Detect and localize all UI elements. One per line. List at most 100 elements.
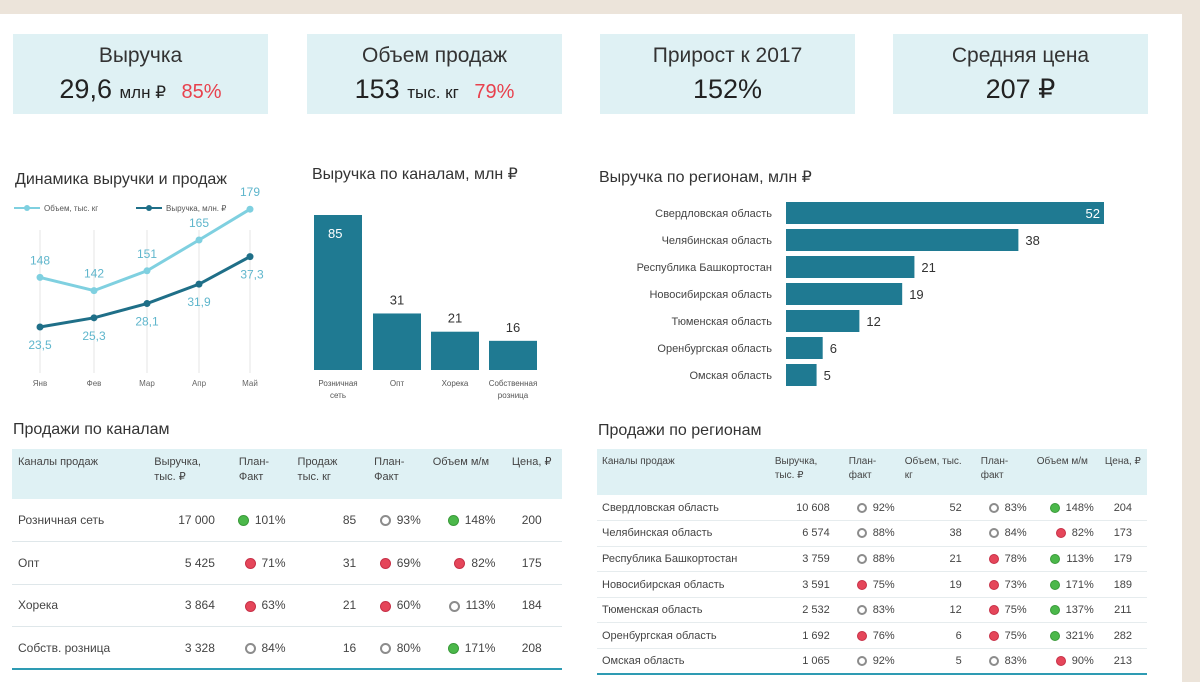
regions-table-body: Свердловская область 10 608 92% 52 83% 148% 20… [597,495,1147,676]
table-row: Оренбургская область 1 692 76% 6 75% 321% 282 [597,622,1147,650]
status-dot-green [237,515,249,527]
row-sales: 5 [899,648,967,676]
row-plan-fact: 88% [834,546,900,573]
bar-value-label: 38 [1025,233,1039,248]
revenue-data-label: 31,9 [187,295,211,309]
table-header-row: Каналы продаж Выручка, тыс. ₽ План-факт … [597,449,1147,495]
status-dot-grey [448,600,460,612]
row-plan-fact: 75% [834,571,900,598]
header-plan-fact: План-факт [834,449,900,495]
category-label: розница [498,391,529,400]
revenue-volume-line-chart: Объем, тыс. кг Выручка, млн. ₽ 148 142 151 16… [14,185,264,388]
revenue-data-label: 28,1 [135,315,159,329]
region-bar [786,256,915,278]
kpi-growth-value: 152% [692,74,763,104]
x-tick-label: Май [242,379,258,388]
channels-bar-chart: 85 31 21 16 Розничная сеть Опт Хорека Собственна… [314,215,537,400]
row-volume-mm: 148% [1031,495,1099,522]
line-legend: Объем, тыс. кг Выручка, млн. ₽ [14,204,226,213]
status-dot-red [988,554,999,565]
status-dot-grey [856,528,867,539]
row-price: 211 [1098,597,1147,624]
row-name: Розничная сеть [12,499,149,542]
row-volume-mm: 171% [1031,571,1099,598]
status-dot-red [1055,528,1066,539]
header-region: Каналы продаж [597,449,770,495]
table-row: Собств. розница 3 328 84% 16 80% 171% 208 [12,626,562,670]
row-plan-fact-2: 69% [362,541,427,585]
kpi-revenue-value: 29,6 [59,74,112,104]
kpi-revenue-pct: 85% [181,81,222,103]
header-revenue: Выручка, тыс. ₽ [769,449,835,495]
x-tick-label: Мар [139,379,155,388]
row-plan-fact-2: 83% [966,648,1032,676]
region-bar [786,310,860,332]
header-plan-fact-2: План-факт [966,449,1032,495]
status-dot-red [856,630,867,641]
table-row: Хорека 3 864 63% 21 60% 113% 184 [12,584,562,627]
row-volume-mm: 82% [426,541,502,585]
bar-value-label: 12 [866,314,880,329]
legend-revenue-label: Выручка, млн. ₽ [166,204,226,213]
status-dot-grey [856,656,867,667]
kpi-growth-title: Прирост к 2017 [652,44,803,67]
revenue-point [143,300,151,308]
volume-point [90,287,98,295]
line-chart-title: Динамика выручки и продаж [15,171,228,188]
bar-value-label: 85 [328,226,342,241]
row-revenue: 3 591 [769,571,835,598]
kpi-revenue-unit: млн ₽ [119,83,167,102]
legend-revenue-marker [146,205,152,211]
row-name: Республика Башкортостан [597,546,770,573]
row-volume-mm: 137% [1031,597,1099,624]
kpi-revenue-card: Выручка 29,6 млн ₽ 85% [13,34,268,114]
row-name: Новосибирская область [597,571,770,598]
row-volume-mm: 82% [1031,520,1099,547]
kpi-volume-unit: тыс. кг [407,83,459,102]
region-label: Тюменская область [671,316,772,328]
kpi-price-value: 207 ₽ [985,74,1056,104]
x-tick-label: Апр [192,379,207,388]
revenue-point [246,253,254,261]
row-plan-fact: 63% [220,584,292,627]
x-tick-label: Янв [33,379,47,388]
region-bar [786,337,823,359]
category-label: сеть [330,391,346,400]
row-name: Челябинская область [597,520,770,547]
row-name: Свердловская область [597,495,770,522]
kpi-price-title: Средняя цена [951,44,1090,67]
row-volume-mm: 113% [1031,546,1099,573]
bar-value-label: 19 [909,287,923,302]
row-revenue: 2 532 [769,597,835,624]
row-price: 184 [501,584,562,627]
revenue-data-label: 37,3 [240,268,264,282]
row-revenue: 10 608 [769,495,835,522]
channel-bar [373,313,421,370]
channels-table-title: Продажи по каналам [13,421,170,438]
status-dot-red [454,558,466,570]
row-plan-fact: 71% [220,541,292,585]
region-label: Новосибирская область [649,289,772,301]
status-dot-grey [856,605,867,616]
status-dot-red [379,600,391,612]
status-dot-red [988,605,999,616]
header-price: Цена, ₽ [501,449,562,499]
row-plan-fact: 83% [834,597,900,624]
volume-data-label: 165 [189,216,209,230]
row-price: 173 [1098,520,1147,547]
region-label: Челябинская область [662,235,773,247]
row-revenue: 17 000 [148,499,221,542]
status-dot-red [988,630,999,641]
bar-value-label: 21 [448,311,462,326]
row-plan-fact-2: 80% [362,626,427,670]
bar-value-label: 21 [921,260,935,275]
header-sales: Продаж тыс. кг [291,449,363,499]
revenue-point [90,314,98,322]
bar-value-label: 16 [506,320,520,335]
row-plan-fact-2: 73% [966,571,1032,598]
row-sales: 21 [291,584,363,627]
table-row: Челябинская область 6 574 88% 38 84% 82% 173 [597,520,1147,547]
status-dot-red [244,600,256,612]
channels-table: Каналы продаж Выручка, тыс. ₽ План-Факт … [12,449,562,670]
table-row: Республика Башкортостан 3 759 88% 21 78% 113%… [597,546,1147,573]
